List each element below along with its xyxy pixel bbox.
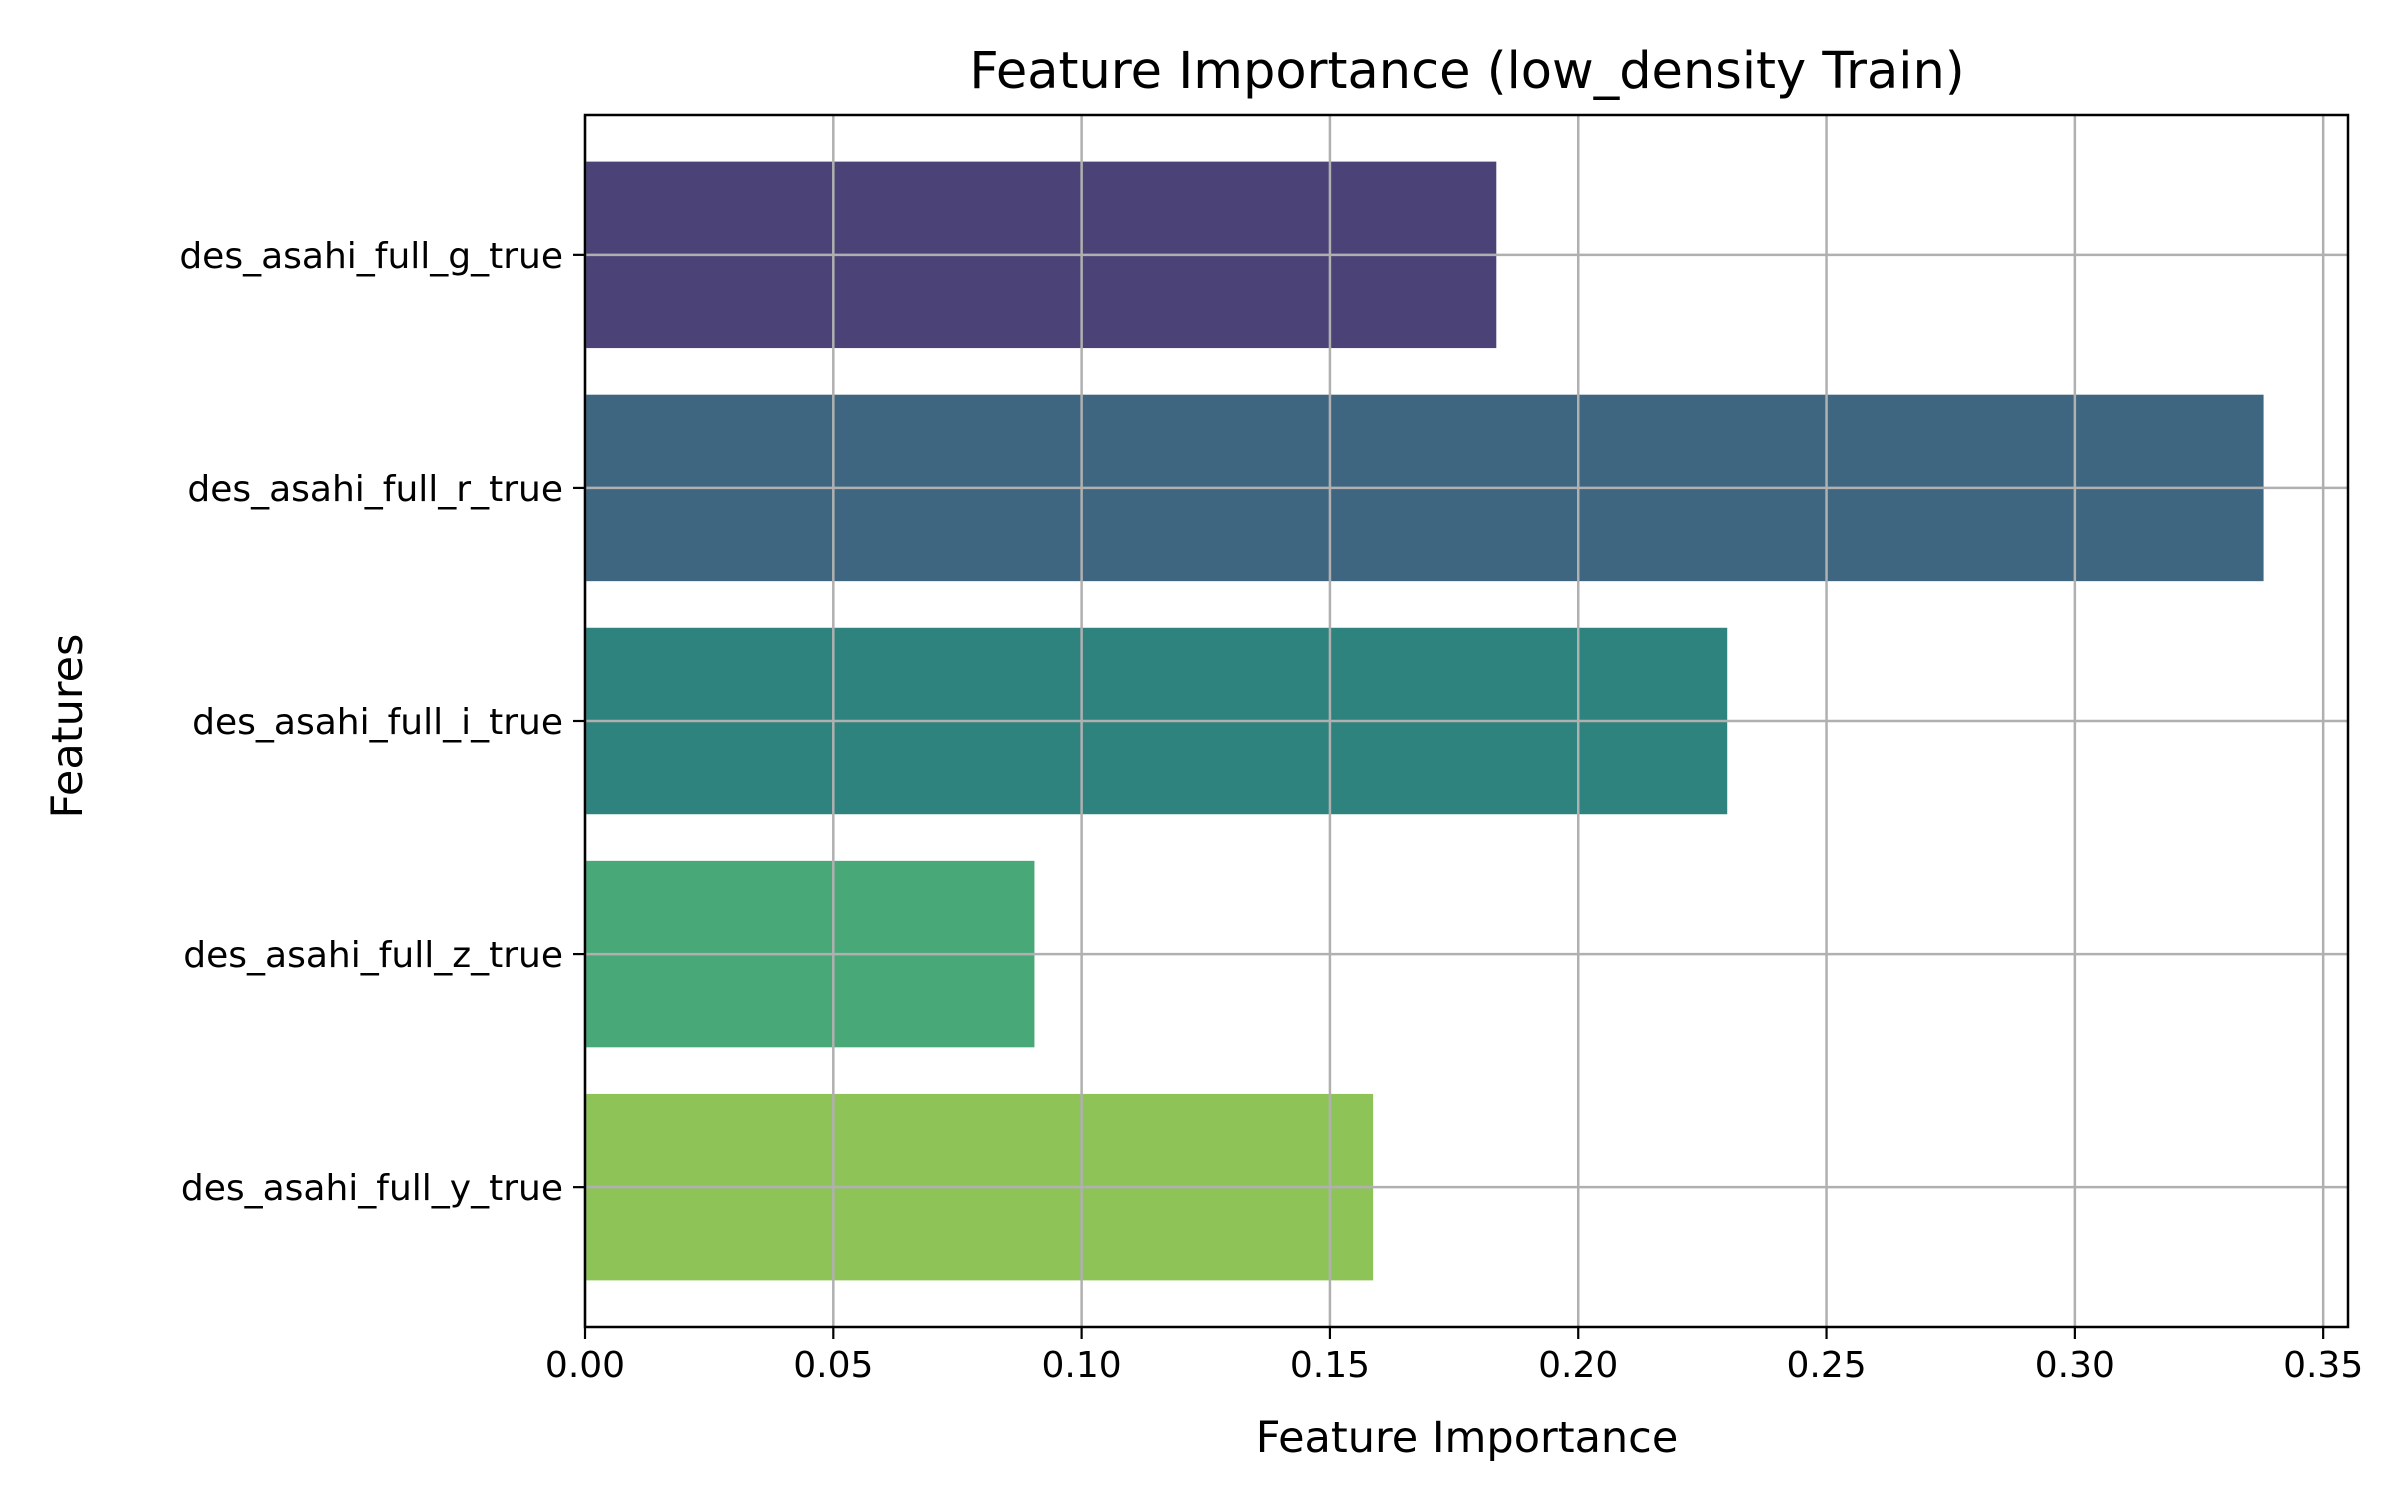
x-tick-label: 0.05 (793, 1345, 873, 1386)
y-tick-label: des_asahi_full_g_true (179, 236, 563, 277)
x-axis-title: Feature Importance (1256, 1413, 1679, 1463)
y-tick-label: des_asahi_full_y_true (181, 1168, 563, 1209)
x-tick-label: 0.10 (1042, 1345, 1122, 1386)
x-tick-label: 0.00 (545, 1345, 625, 1386)
chart-title: Feature Importance (low_density Train) (969, 42, 1964, 101)
y-tick-label: des_asahi_full_z_true (183, 935, 563, 976)
y-tick-label: des_asahi_full_r_true (187, 469, 563, 510)
x-tick-label: 0.35 (2283, 1345, 2363, 1386)
y-axis-title: Features (43, 634, 93, 819)
x-tick-label: 0.15 (1290, 1345, 1370, 1386)
ticks-layer: 0.00 0.05 0.10 0.15 0.20 0.25 0.30 0.35 des_asah… (179, 236, 2363, 1386)
x-tick-label: 0.30 (2035, 1345, 2115, 1386)
plot-frame (583, 113, 2350, 1329)
x-tick-label: 0.20 (1538, 1345, 1618, 1386)
y-tick-label: des_asahi_full_i_true (192, 702, 563, 743)
x-tick-label: 0.25 (1786, 1345, 1866, 1386)
